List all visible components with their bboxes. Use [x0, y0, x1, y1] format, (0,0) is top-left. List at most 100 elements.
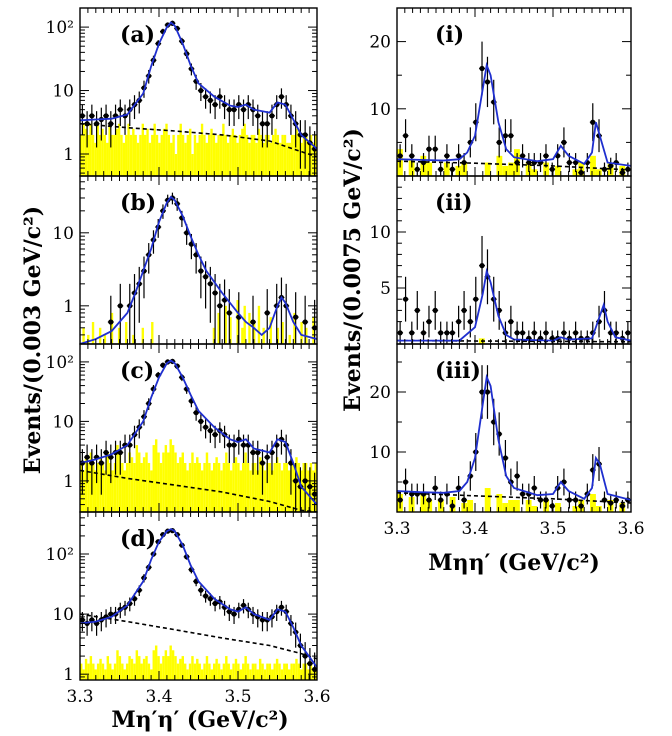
histogram-bar	[188, 663, 192, 680]
histogram-bar	[215, 142, 218, 176]
data-point	[259, 612, 266, 632]
data-point	[525, 153, 532, 173]
histogram-bar	[304, 462, 308, 512]
histogram-bar	[250, 134, 254, 176]
data-point	[117, 283, 124, 344]
x-tick-label: 3.6	[617, 519, 644, 539]
histogram-bar	[238, 134, 242, 176]
data-point	[221, 95, 228, 120]
data-point	[202, 419, 209, 439]
histogram-bar	[165, 123, 168, 176]
histogram-bar	[189, 128, 192, 176]
x-tick-label: 3.3	[383, 519, 410, 539]
data-point	[420, 153, 427, 173]
histogram-bar	[142, 457, 146, 512]
histogram-bar	[130, 658, 134, 680]
y-tick-label: 10	[369, 443, 391, 463]
total-fit-curve	[397, 373, 631, 501]
data-point	[107, 111, 114, 148]
histogram-bar	[125, 462, 129, 512]
histogram-bar	[113, 663, 117, 680]
histogram-bar	[242, 462, 245, 512]
histogram-bar	[154, 439, 158, 512]
histogram-bar	[443, 162, 450, 176]
histogram-bar	[229, 470, 233, 512]
histogram-bar	[300, 470, 303, 512]
data-point	[397, 491, 404, 509]
histogram-bar	[245, 134, 249, 176]
background-fit-curve	[80, 122, 317, 158]
data-point	[264, 612, 271, 632]
histogram-bar	[227, 663, 230, 680]
data-point	[589, 103, 596, 142]
histogram-bar	[125, 663, 129, 680]
histogram-bar	[94, 142, 97, 176]
histogram-bar	[103, 334, 107, 344]
data-point	[507, 119, 514, 153]
histogram-bar	[273, 462, 276, 512]
histogram-bar	[111, 470, 114, 512]
histogram-bar	[426, 162, 433, 176]
histogram-bar	[203, 134, 206, 176]
histogram-bar	[82, 470, 85, 512]
histogram-bar	[210, 669, 214, 680]
panel-i: 10 20 (i)	[369, 7, 632, 177]
plot-area	[397, 41, 631, 176]
histogram-bar	[455, 165, 462, 176]
histogram-bar	[176, 462, 180, 512]
histogram-bar	[138, 452, 141, 512]
histogram-bar	[266, 462, 269, 512]
data-point	[426, 305, 432, 338]
y-tick-label: 10	[369, 223, 391, 243]
data-point	[613, 321, 620, 344]
data-point	[231, 99, 238, 126]
data-point	[212, 95, 219, 120]
histogram-bar	[121, 462, 124, 512]
y-tick-label: 1	[63, 297, 74, 317]
data-point	[226, 289, 233, 344]
histogram-bar	[283, 663, 286, 680]
histogram-bar	[496, 155, 503, 176]
data-point	[432, 476, 439, 500]
histogram-bar	[104, 669, 107, 680]
histogram-bar	[129, 134, 133, 176]
histogram-bar	[171, 445, 175, 512]
histogram-bar	[150, 669, 153, 680]
y-tick-label: 10	[52, 82, 74, 102]
data-point	[197, 585, 204, 596]
y-tick-label: 10	[52, 412, 74, 432]
histogram-bar	[196, 142, 199, 176]
data-point	[302, 462, 309, 512]
data-point	[572, 321, 579, 344]
histogram-bar	[135, 650, 139, 680]
data-point	[93, 615, 100, 636]
histogram-bar	[193, 462, 197, 512]
histogram-bar	[280, 669, 284, 680]
histogram-bar	[234, 134, 237, 176]
histogram-bar	[106, 142, 109, 176]
data-point	[578, 167, 585, 176]
histogram-bar	[554, 503, 561, 512]
histogram-bar	[217, 134, 220, 176]
left-x-axis-title: Mη′η′ (GeV/c²)	[111, 707, 288, 733]
histogram-bar	[115, 128, 118, 176]
histogram-bar	[117, 123, 121, 176]
x-tick-label: 3.6	[303, 687, 330, 707]
histogram-bar	[152, 650, 155, 680]
histogram-bar	[116, 650, 119, 680]
histogram-bar	[142, 658, 146, 680]
histogram-bar	[292, 462, 296, 512]
histogram-bar	[155, 134, 159, 176]
histogram-bar	[198, 663, 201, 680]
histogram-bar	[280, 470, 284, 512]
data-point	[226, 99, 233, 126]
histogram-bar	[283, 462, 286, 512]
data-point	[432, 291, 439, 330]
data-point	[514, 153, 521, 173]
histogram-bar	[264, 134, 268, 176]
histogram-bar	[154, 645, 158, 680]
y-tick-label: 10²	[46, 353, 74, 373]
data-point	[426, 491, 432, 509]
histogram-bar	[82, 327, 85, 344]
histogram-bar	[84, 658, 88, 680]
